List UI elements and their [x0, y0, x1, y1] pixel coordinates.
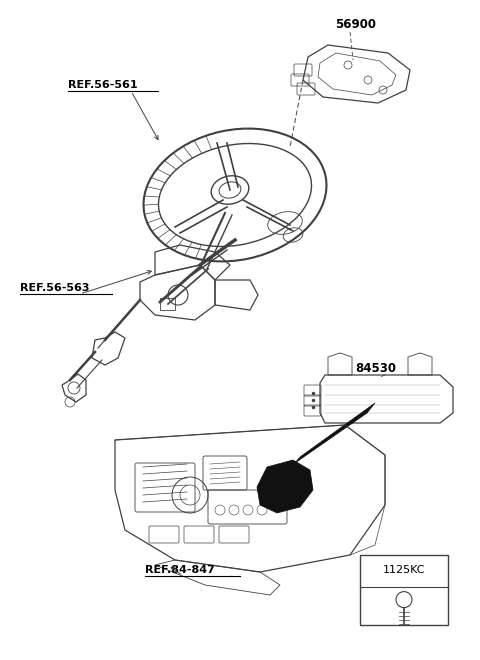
Text: 84530: 84530	[355, 362, 396, 374]
Bar	[360, 555, 448, 625]
Polygon shape	[257, 460, 313, 513]
Text: REF.84-847: REF.84-847	[145, 565, 215, 575]
Text: 56900: 56900	[335, 18, 376, 32]
Text: REF.56-563: REF.56-563	[20, 283, 89, 293]
Text: 1125KC: 1125KC	[383, 566, 425, 576]
Polygon shape	[295, 403, 375, 463]
Text: REF.56-561: REF.56-561	[68, 80, 138, 90]
